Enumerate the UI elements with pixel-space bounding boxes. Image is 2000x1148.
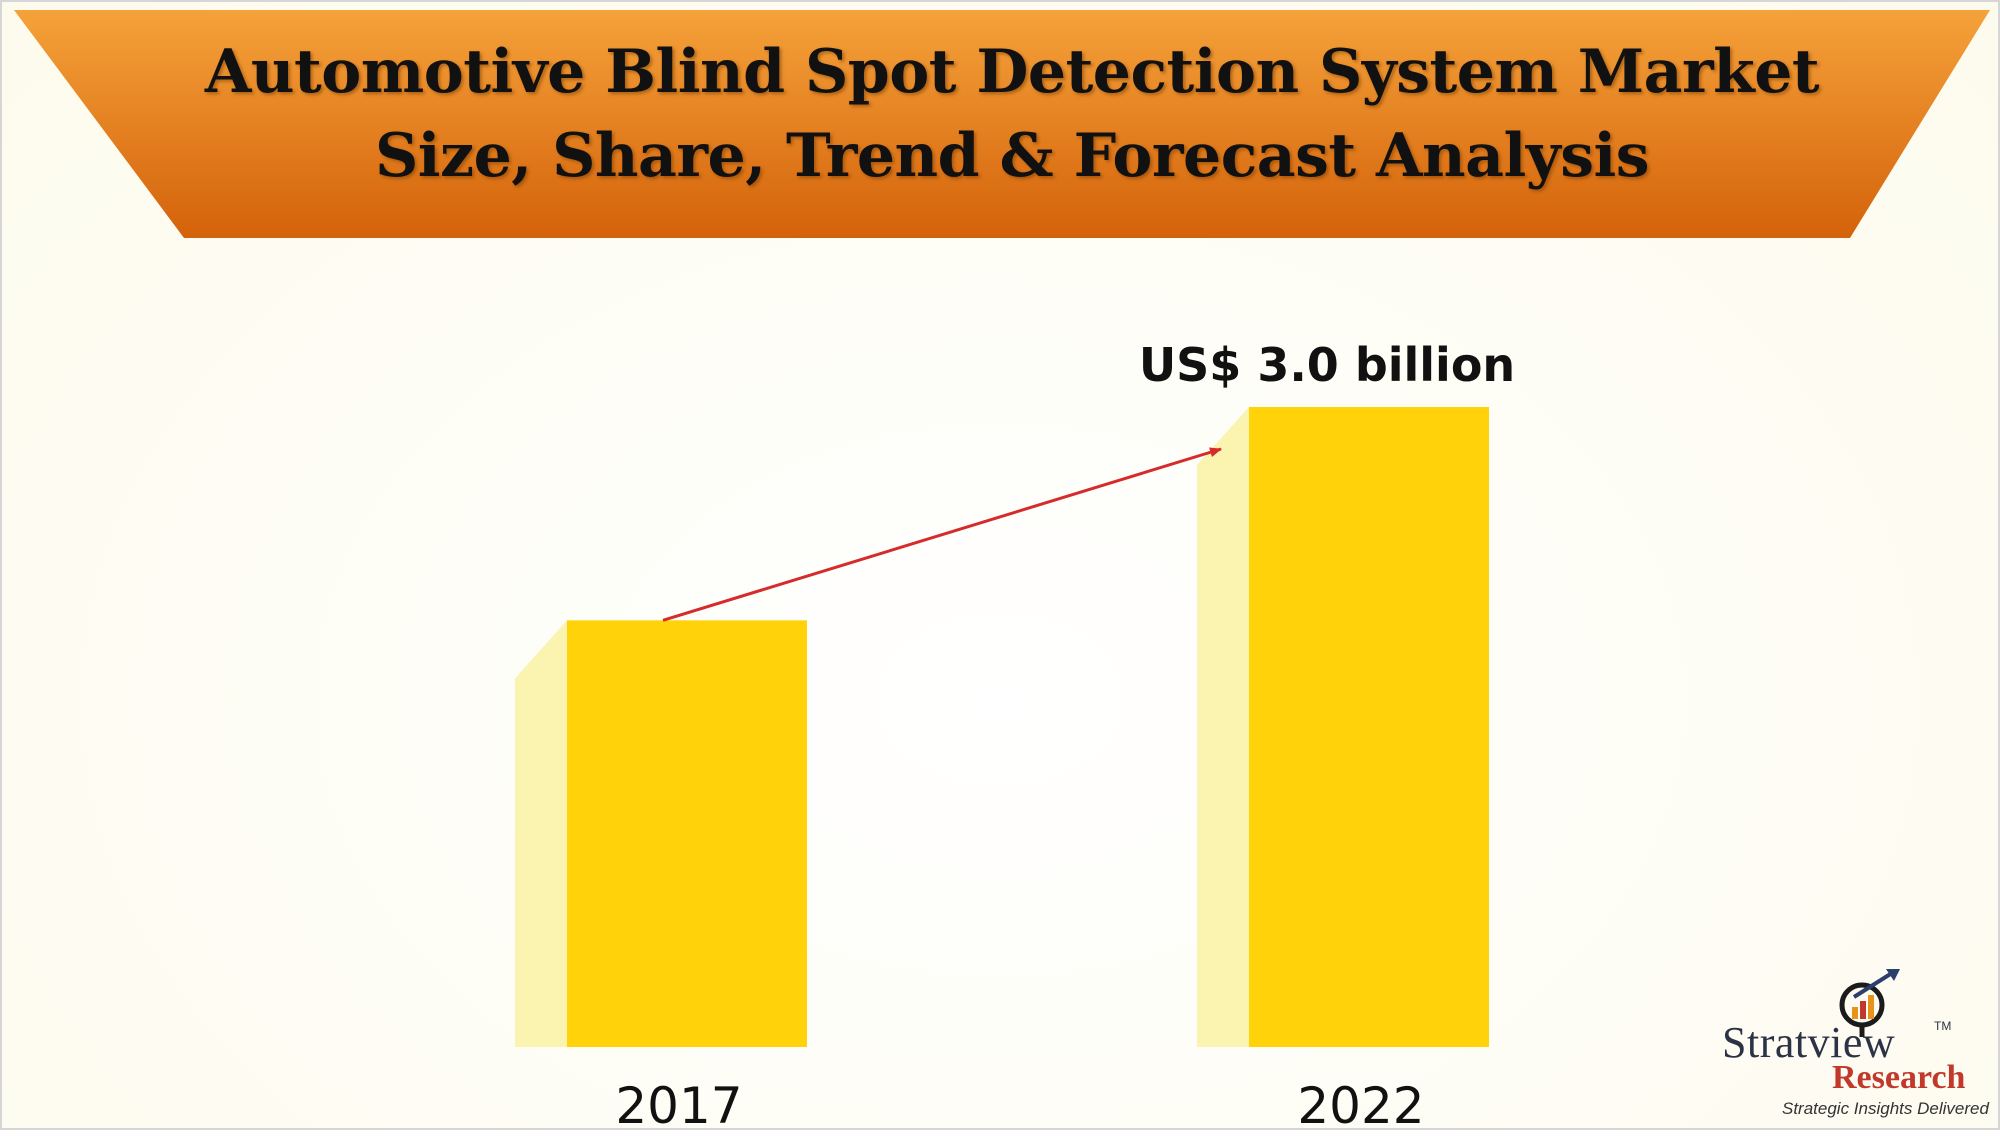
brand-tagline: Strategic Insights Delivered [1782,1099,1989,1118]
bar-side-2017 [515,620,567,1047]
brand-name: Stratview [1722,1018,1896,1067]
brand-trademark: TM [1934,1019,1952,1033]
growth-arrow [662,447,1222,622]
bar-2017 [567,620,807,1047]
page-title: Automotive Blind Spot Detection System M… [204,37,1820,191]
title-banner [14,10,1990,238]
labels-layer: 2017 2022 US$ 3.0 billion [615,338,1515,1135]
bar-side-2022 [1197,407,1249,1047]
x-tick-label-2017: 2017 [615,1077,742,1135]
title-banner-shape [14,10,1990,238]
brand-research: Research [1832,1059,1966,1096]
magnifier-chart-icon [1839,969,1900,1037]
brand-logo: Stratview TM Research Strategic Insights… [1712,967,1992,1127]
bars-layer [515,407,1489,1047]
x-tick-label-2022: 2022 [1297,1077,1424,1135]
bar-2022 [1249,407,1489,1047]
data-label-2022: US$ 3.0 billion [1139,338,1515,392]
